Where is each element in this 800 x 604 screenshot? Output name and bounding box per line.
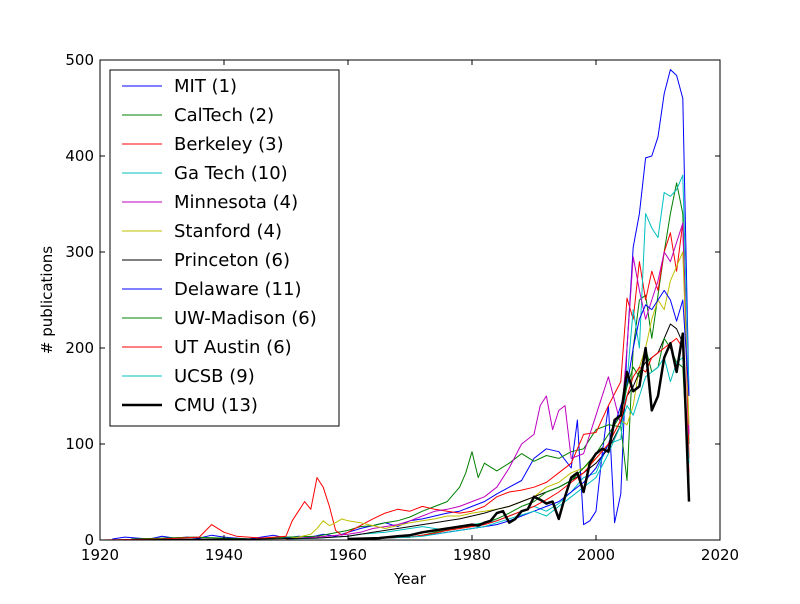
legend-label: Princeton (6)	[174, 250, 290, 271]
y-tick-label: 100	[65, 435, 94, 453]
x-tick-label: 1960	[329, 546, 367, 564]
legend-label: UW-Madison (6)	[174, 308, 317, 329]
legend-label: Stanford (4)	[174, 221, 282, 242]
legend-label: UT Austin (6)	[174, 337, 292, 358]
axis-ticks: 1920 1940 1960 1980 2000 2020 0 100 200 300 400 500	[65, 51, 739, 564]
series-line-10	[347, 357, 690, 540]
series-layer	[99, 69, 691, 541]
legend-label: CalTech (2)	[174, 105, 274, 126]
legend-box	[109, 69, 340, 427]
plot-frame	[99, 59, 721, 541]
y-tick-label: 400	[65, 147, 94, 165]
series-line-11	[347, 332, 691, 541]
x-tick-label: 2000	[577, 546, 615, 564]
y-tick-label: 300	[65, 243, 94, 261]
series-line-4	[285, 222, 690, 540]
y-tick-label: 0	[84, 531, 94, 549]
series-line-9	[347, 337, 690, 540]
y-tick-label: 500	[65, 51, 94, 69]
legend-label: Minnesota (4)	[174, 192, 298, 213]
x-axis-label: Year	[393, 570, 427, 588]
series-line-6	[130, 323, 690, 541]
legend-label: Ga Tech (10)	[174, 163, 288, 184]
legend-label: UCSB (9)	[174, 366, 255, 387]
y-tick-label: 200	[65, 339, 94, 357]
legend-label: Delaware (11)	[174, 279, 301, 300]
legend-label: Berkeley (3)	[174, 134, 284, 155]
series-line-1	[130, 182, 690, 540]
x-tick-label: 2020	[701, 546, 739, 564]
legend-label: CMU (13)	[174, 395, 258, 416]
y-axis-label: # publications	[38, 246, 56, 354]
x-tick-label: 1980	[453, 546, 491, 564]
x-tick-label: 1940	[205, 546, 243, 564]
legend: MIT (1) CalTech (2) Berkeley (3) Ga Tech (1…	[109, 69, 340, 427]
x-tick-label: 1920	[81, 546, 119, 564]
legend-label: MIT (1)	[174, 76, 237, 97]
